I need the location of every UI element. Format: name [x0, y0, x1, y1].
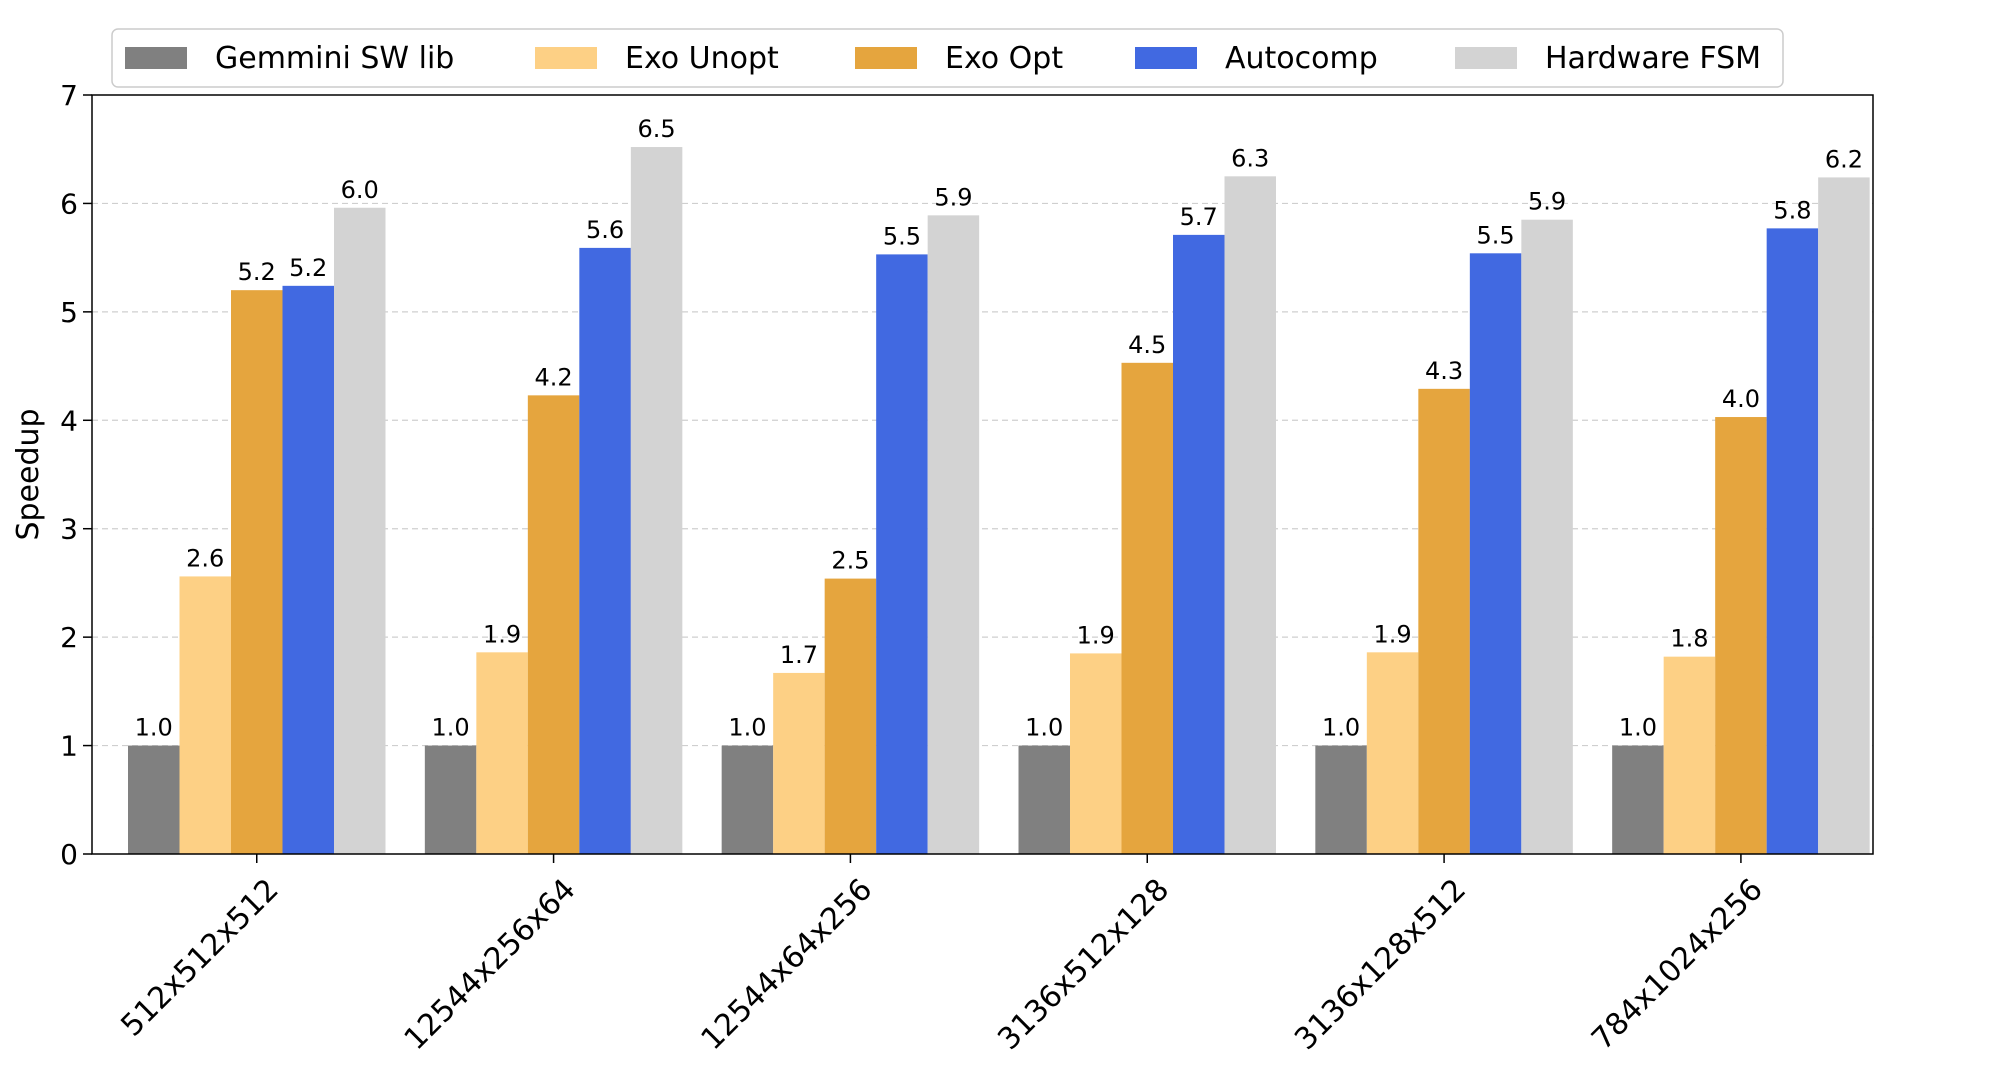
bar	[527, 395, 580, 854]
x-tick-label: 3136x128x512	[1288, 872, 1473, 1057]
bar-value-label: 1.9	[1373, 620, 1411, 648]
bar	[1315, 745, 1367, 854]
y-tick-label: 7	[60, 79, 78, 112]
legend-swatch	[1455, 47, 1517, 69]
y-tick-label: 6	[60, 187, 78, 220]
bar	[128, 745, 180, 854]
y-tick-label: 1	[60, 730, 78, 763]
y-tick-label: 0	[60, 838, 78, 871]
bar	[282, 285, 334, 854]
legend-label: Gemmini SW lib	[215, 41, 454, 76]
bar	[773, 672, 825, 854]
x-axis: 512x512x512 12544x256x64 12544x64x256 3136x…	[114, 854, 1770, 1057]
x-tick-label: 784x1024x256	[1585, 872, 1770, 1057]
bar	[1173, 234, 1225, 854]
bar-value-label: 1.9	[483, 620, 521, 648]
bar-value-label: 5.8	[1773, 196, 1811, 224]
legend-box	[111, 28, 1784, 88]
legend-swatch	[1135, 47, 1197, 69]
bar	[476, 652, 528, 854]
bar-value-label: 1.0	[1025, 714, 1063, 742]
y-axis: 0 1 2 3 4 5 6 7	[60, 79, 92, 871]
bar-value-label: 1.0	[1322, 714, 1360, 742]
bar-value-label: 6.5	[637, 115, 675, 143]
bar	[630, 147, 683, 854]
bar	[1521, 219, 1573, 854]
bar	[1070, 653, 1122, 854]
y-tick-label: 5	[60, 296, 78, 329]
bar	[1366, 652, 1419, 854]
bar	[824, 578, 877, 854]
bar-value-label: 1.0	[1619, 714, 1657, 742]
x-tick-label: 512x512x512	[114, 872, 285, 1043]
bar	[1121, 362, 1173, 854]
bar	[179, 576, 231, 854]
bar-value-label: 5.5	[883, 222, 921, 250]
bar	[1766, 228, 1819, 855]
bar	[927, 215, 980, 854]
bar-value-label: 5.2	[289, 254, 327, 282]
value-labels: 1.0 2.6 5.2 5.2 6.0 1.0 1.9 4.2 5.6 6.5 1.0 1.7 2.5 5…	[135, 115, 1863, 742]
bar-value-label: 6.0	[341, 176, 379, 204]
bar-value-label: 4.0	[1722, 385, 1760, 413]
y-axis-label: Speedup	[11, 408, 46, 540]
bar-value-label: 1.8	[1670, 625, 1708, 653]
bar	[1224, 176, 1276, 855]
legend-swatch	[535, 47, 597, 69]
bar-value-label: 5.2	[238, 258, 276, 286]
grid-lines	[92, 202, 1873, 747]
bar	[334, 207, 386, 854]
bar	[1018, 745, 1070, 854]
bar-value-label: 5.9	[1528, 188, 1566, 216]
bar	[579, 247, 631, 855]
bar-value-label: 4.3	[1425, 357, 1463, 385]
bar-value-label: 5.9	[934, 183, 972, 211]
bar	[1818, 177, 1870, 855]
bar-value-label: 1.0	[728, 714, 766, 742]
bar-value-label: 1.9	[1077, 621, 1115, 649]
bar	[721, 745, 774, 854]
bar-value-label: 6.3	[1231, 144, 1269, 172]
legend-label: Hardware FSM	[1545, 41, 1761, 76]
x-tick-label: 12544x64x256	[695, 872, 880, 1057]
y-tick-label: 2	[60, 621, 78, 654]
bar-value-label: 4.2	[534, 363, 572, 391]
y-tick-label: 3	[60, 513, 78, 546]
bar-value-label: 2.5	[831, 547, 869, 575]
bar	[1469, 253, 1522, 854]
x-tick-label: 3136x512x128	[991, 872, 1176, 1057]
bar-value-label: 2.6	[186, 544, 224, 572]
bar-value-label: 5.7	[1180, 203, 1218, 231]
legend: Gemmini SW lib Exo Unopt Exo Opt Autocomp Ha…	[111, 28, 1784, 88]
bar	[1663, 656, 1716, 854]
bar-value-label: 1.0	[135, 714, 173, 742]
bar-value-label: 1.7	[780, 641, 818, 669]
legend-label: Autocomp	[1225, 41, 1378, 76]
bar-value-label: 6.2	[1825, 145, 1863, 173]
legend-label: Exo Unopt	[625, 41, 779, 76]
bar-value-label: 4.5	[1128, 331, 1166, 359]
legend-label: Exo Opt	[945, 41, 1063, 76]
bar	[1715, 417, 1767, 854]
bar	[1612, 745, 1664, 854]
x-tick-label: 12544x256x64	[398, 872, 583, 1057]
y-tick-label: 4	[60, 404, 78, 437]
bar	[231, 290, 283, 855]
plot-frame	[91, 94, 1874, 855]
bar	[424, 745, 477, 854]
bar-value-label: 1.0	[431, 714, 469, 742]
bar	[876, 254, 928, 854]
bars	[128, 147, 1870, 855]
bar	[1418, 388, 1470, 854]
legend-swatch	[125, 47, 187, 69]
bar-value-label: 5.5	[1476, 221, 1514, 249]
bar-value-label: 5.6	[586, 216, 624, 244]
legend-swatch	[855, 47, 917, 69]
